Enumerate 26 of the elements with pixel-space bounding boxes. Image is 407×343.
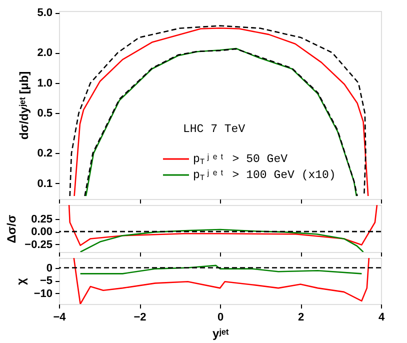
line-series	[80, 264, 362, 274]
y-tick-label: 0	[46, 262, 52, 274]
y-tick-label: −0.25	[24, 238, 52, 251]
y-tick-label: 0.1	[37, 178, 52, 190]
line-series	[68, 205, 378, 246]
y-axis-title: dσ/dyʲᵉᵗ [μb]	[17, 71, 32, 140]
y-tick-label: 0.2	[37, 148, 52, 160]
x-tick-label: −2	[134, 312, 146, 324]
line-series	[73, 258, 370, 304]
x-tick-label: 0	[217, 312, 224, 324]
y-tick-label: −10	[34, 288, 52, 300]
y-tick-label: 1.0	[37, 77, 52, 90]
y-tick-label: 0.5	[37, 108, 52, 120]
y-tick-label: 0.00	[31, 226, 52, 238]
legend-title: LHC 7 TeV	[183, 123, 246, 136]
y-tick-label: 5.0	[37, 7, 52, 20]
y-tick-label: 2.0	[37, 47, 52, 60]
y-axis-title: Δσ/σ	[4, 214, 19, 244]
line-series	[80, 228, 364, 252]
x-tick-label: 4	[378, 312, 386, 324]
x-tick-label: −4	[53, 312, 67, 324]
x-tick-label: 2	[298, 312, 304, 324]
y-tick-label: 0.25	[31, 213, 52, 226]
x-axis-title: yʲᵉᵗ	[212, 326, 229, 340]
y-tick-label: −5	[40, 275, 52, 288]
y-axis-title: χ	[14, 278, 28, 285]
